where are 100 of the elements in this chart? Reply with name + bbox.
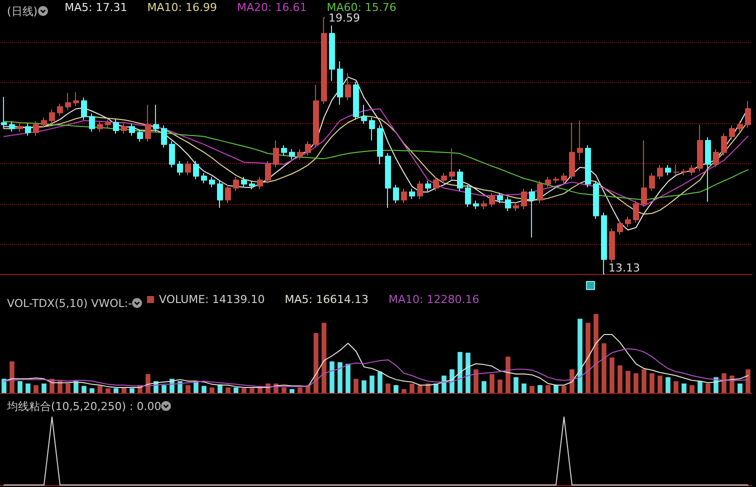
- candlestick: [537, 180, 543, 204]
- candlestick: [729, 124, 735, 140]
- bar: [2, 378, 6, 393]
- bar: [682, 384, 686, 393]
- bar: [58, 381, 62, 393]
- bar: [418, 385, 422, 393]
- candlestick: [705, 136, 711, 202]
- candlestick: [385, 152, 391, 208]
- candlestick: [337, 60, 343, 106]
- chart-title: (日线): [7, 5, 38, 18]
- candlestick: [489, 192, 495, 208]
- candlestick: [49, 109, 55, 124]
- bar: [562, 386, 566, 393]
- candlestick: [665, 164, 671, 176]
- candlestick: [361, 104, 367, 124]
- candlestick: [257, 176, 263, 190]
- candlestick: [137, 128, 143, 142]
- candlestick: [545, 176, 551, 188]
- bar: [506, 356, 510, 393]
- bar: [666, 377, 670, 393]
- candlestick: [553, 176, 559, 184]
- bar: [330, 361, 334, 393]
- text: MA10: 12280.16: [388, 293, 480, 306]
- bar: [586, 322, 590, 393]
- candlestick: [201, 172, 207, 184]
- bar: [354, 378, 358, 393]
- candlestick: [609, 228, 615, 264]
- candlestick: [577, 120, 583, 161]
- candlestick: [265, 160, 271, 184]
- bar: [690, 385, 694, 393]
- bar: [738, 384, 742, 393]
- candlestick: [633, 200, 639, 224]
- bar: [634, 373, 638, 393]
- bar: [314, 332, 318, 393]
- bar: [298, 387, 302, 393]
- bar: [98, 386, 102, 393]
- candlestick: [601, 212, 607, 274]
- text: MA60: 15.76: [326, 1, 396, 14]
- candlestick: [313, 84, 319, 148]
- bar: [18, 381, 22, 393]
- annotation: 13.13: [608, 262, 640, 274]
- candlestick: [209, 176, 215, 188]
- candlestick: [401, 188, 407, 204]
- bar: [554, 385, 558, 393]
- bar: [226, 387, 230, 393]
- bar: [458, 352, 462, 393]
- candlestick: [289, 148, 295, 160]
- candlestick: [241, 176, 247, 188]
- bar: [698, 381, 702, 393]
- candlestick: [377, 124, 383, 165]
- bar: [378, 372, 382, 393]
- bar: [242, 388, 246, 393]
- bar: [106, 388, 110, 393]
- bar: [290, 389, 294, 393]
- candlestick: [105, 118, 111, 128]
- candlestick: [97, 120, 103, 132]
- candlestick: [649, 172, 655, 192]
- bar: [234, 387, 238, 393]
- bar: [26, 384, 30, 393]
- bar: [618, 365, 622, 393]
- candlestick: [641, 140, 647, 208]
- bar: [546, 385, 550, 393]
- candlestick: [9, 120, 15, 132]
- bar: [442, 376, 446, 393]
- bar: [338, 362, 342, 393]
- bar: [322, 322, 326, 393]
- candlestick: [113, 118, 119, 134]
- bar: [346, 364, 350, 393]
- bar: [594, 314, 598, 393]
- candlestick: [249, 180, 255, 190]
- bar: [34, 385, 38, 393]
- bar: [522, 384, 526, 393]
- bar: [210, 387, 214, 393]
- candlestick: [217, 180, 223, 208]
- bar: [386, 384, 390, 393]
- candlestick: [657, 164, 663, 180]
- bar: [42, 384, 46, 393]
- candlestick: [17, 122, 23, 132]
- candlestick: [345, 72, 351, 101]
- candlestick: [721, 132, 727, 156]
- candlestick: [25, 122, 31, 136]
- bar: [90, 388, 94, 393]
- candlestick: [177, 160, 183, 176]
- text: MA5: 17.31: [64, 1, 128, 14]
- candlestick: [305, 140, 311, 156]
- candlestick: [169, 140, 175, 168]
- text: MA5: 16614.13: [284, 293, 368, 306]
- bar: [466, 352, 470, 393]
- candlestick: [353, 81, 359, 120]
- bar: [74, 381, 78, 393]
- bar: [482, 381, 486, 393]
- bar: [538, 385, 542, 393]
- bar: [658, 376, 662, 393]
- bar: [114, 388, 118, 393]
- bar: [490, 374, 494, 393]
- candlestick: [65, 92, 71, 110]
- candlestick: [273, 140, 279, 168]
- bar: [162, 385, 166, 393]
- bar: [250, 388, 254, 393]
- bar: [10, 361, 14, 393]
